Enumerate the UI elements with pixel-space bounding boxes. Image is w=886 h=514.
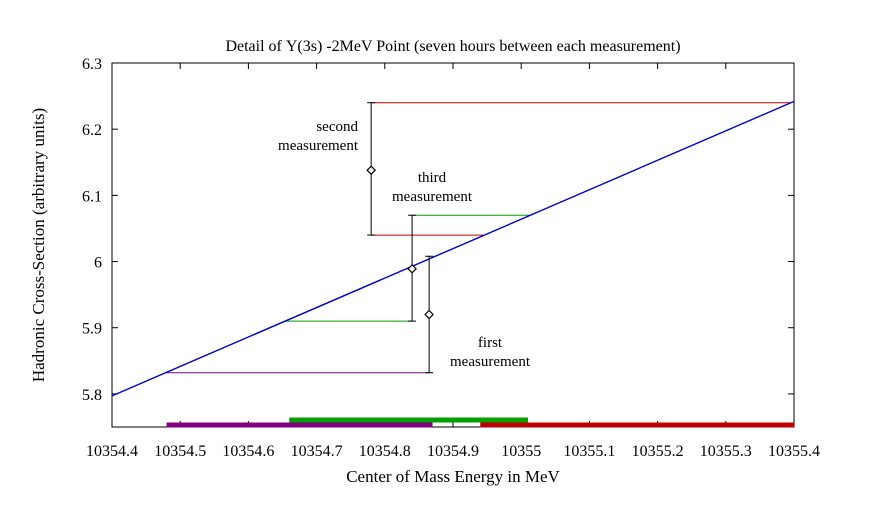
data-point: [366, 165, 377, 176]
annotation-label: third: [418, 170, 447, 186]
y-tick-label: 5.8: [82, 387, 102, 404]
x-tick-label: 10354.6: [222, 443, 274, 460]
x-tick-label: 10355: [501, 443, 541, 460]
x-tick-label: 10354.5: [154, 443, 206, 460]
y-tick-label: 5.9: [82, 321, 102, 338]
y-axis-label: Hadronic Cross-Section (arbitrary units): [29, 108, 48, 382]
annotation-label: second: [316, 119, 358, 135]
x-tick-label: 10355.3: [700, 443, 752, 460]
y-tick-label: 6: [94, 255, 102, 272]
x-axis-label: Center of Mass Energy in MeV: [346, 467, 560, 486]
data-point: [424, 309, 434, 320]
chart-marks: 10354.4 10354.5 10354.6 10354.7 10354.8 10354…: [82, 56, 820, 460]
x-tick-label: 10354.8: [359, 443, 411, 460]
x-tick-label: 10355.1: [563, 443, 615, 460]
y-tick-label: 6.1: [82, 188, 102, 205]
x-tick-label: 10355.2: [632, 443, 684, 460]
annotation-label: measurement: [392, 189, 473, 205]
annotation-label: measurement: [450, 354, 531, 370]
x-tick-label: 10354.4: [86, 443, 138, 460]
y-tick-label: 6.2: [82, 122, 102, 139]
x-tick-label: 10354.9: [427, 443, 479, 460]
y-tick-label: 6.3: [82, 56, 102, 73]
annotation-label: first: [478, 335, 503, 351]
fit-line: [111, 100, 795, 397]
chart-title: Detail of Υ(3s) -2MeV Point (seven hours…: [225, 38, 680, 55]
x-tick-label: 10354.7: [291, 443, 343, 460]
annotation-label: measurement: [278, 138, 359, 154]
data-point: [407, 263, 417, 274]
x-tick-label: 10355.4: [768, 443, 820, 460]
